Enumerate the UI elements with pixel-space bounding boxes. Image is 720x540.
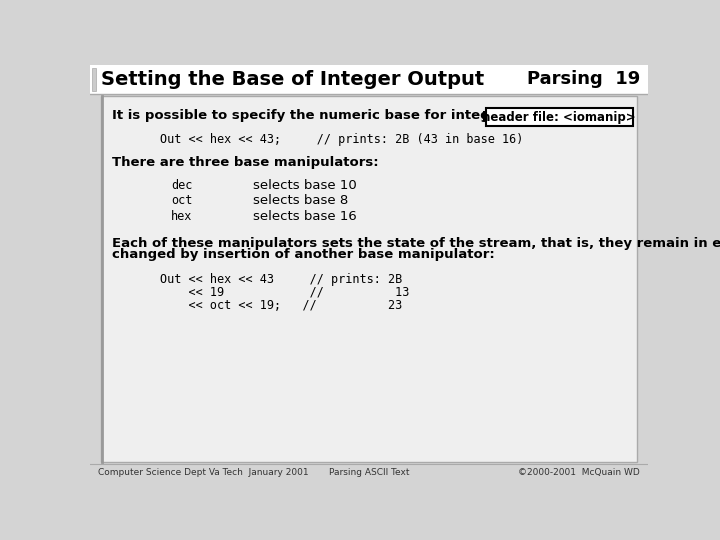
Text: ©2000-2001  McQuain WD: ©2000-2001 McQuain WD (518, 468, 640, 477)
Text: Parsing ASCII Text: Parsing ASCII Text (329, 468, 409, 477)
Text: << oct << 19;   //          23: << oct << 19; // 23 (160, 299, 402, 312)
Text: selects base 10: selects base 10 (253, 179, 356, 192)
Text: It is possible to specify the numeric base for integer output:: It is possible to specify the numeric ba… (112, 110, 565, 123)
Text: << 19            //          13: << 19 // 13 (160, 286, 409, 299)
Text: Each of these manipulators sets the state of the stream, that is, they remain in: Each of these manipulators sets the stat… (112, 237, 720, 249)
Text: changed by insertion of another base manipulator:: changed by insertion of another base man… (112, 248, 495, 261)
FancyBboxPatch shape (486, 108, 632, 126)
Text: selects base 8: selects base 8 (253, 194, 348, 207)
Text: Parsing  19: Parsing 19 (527, 70, 640, 89)
Text: selects base 16: selects base 16 (253, 210, 356, 222)
Text: dec: dec (171, 179, 193, 192)
Text: Out << hex << 43;     // prints: 2B (43 in base 16): Out << hex << 43; // prints: 2B (43 in b… (160, 132, 523, 146)
Text: Computer Science Dept Va Tech  January 2001: Computer Science Dept Va Tech January 20… (98, 468, 308, 477)
Text: Setting the Base of Integer Output: Setting the Base of Integer Output (101, 70, 484, 89)
Text: hex: hex (171, 210, 193, 222)
FancyBboxPatch shape (101, 96, 637, 462)
FancyBboxPatch shape (91, 68, 96, 91)
Text: oct: oct (171, 194, 193, 207)
Text: header file: <iomanip>: header file: <iomanip> (482, 111, 636, 124)
Text: There are three base manipulators:: There are three base manipulators: (112, 156, 378, 168)
Text: Out << hex << 43     // prints: 2B: Out << hex << 43 // prints: 2B (160, 273, 402, 286)
FancyBboxPatch shape (90, 65, 648, 94)
